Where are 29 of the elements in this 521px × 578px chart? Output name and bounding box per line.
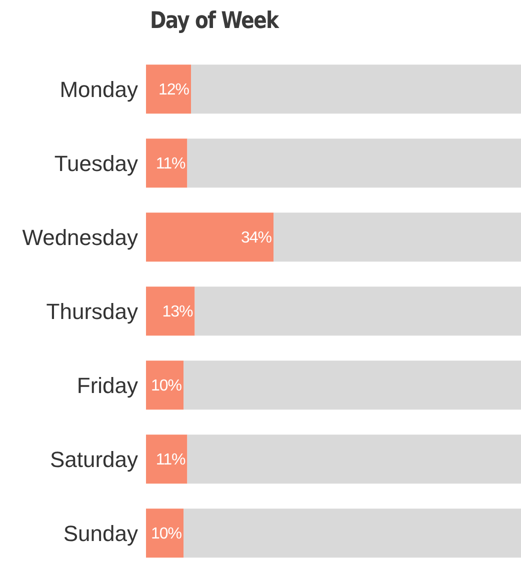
bar (146, 286, 195, 336)
y-tick-label: Wednesday (22, 224, 138, 250)
bar (146, 64, 191, 114)
bar (187, 434, 521, 484)
data-label: 10% (150, 378, 182, 395)
y-tick-label: Sunday (63, 520, 138, 546)
data-label: 13% (162, 304, 194, 321)
bar (184, 508, 521, 558)
bar (146, 212, 274, 262)
bar (146, 434, 188, 484)
data-label: 11% (156, 156, 186, 173)
bar (274, 212, 521, 262)
bar (146, 360, 184, 410)
y-tick-label: Thursday (46, 298, 138, 324)
bar (194, 286, 521, 336)
data-label: 12% (158, 82, 190, 99)
data-label: 34% (240, 230, 272, 247)
chart-title: Day of Week (150, 8, 278, 34)
bar (184, 360, 521, 410)
data-label: 10% (150, 526, 182, 543)
y-tick-label: Tuesday (54, 150, 138, 176)
bar (191, 64, 521, 114)
bar (146, 138, 188, 188)
bar (187, 138, 521, 188)
y-tick-label: Monday (60, 76, 138, 102)
y-tick-label: Friday (76, 372, 138, 398)
data-label: 11% (156, 452, 186, 469)
y-tick-label: Saturday (50, 446, 138, 472)
bar (146, 508, 184, 558)
